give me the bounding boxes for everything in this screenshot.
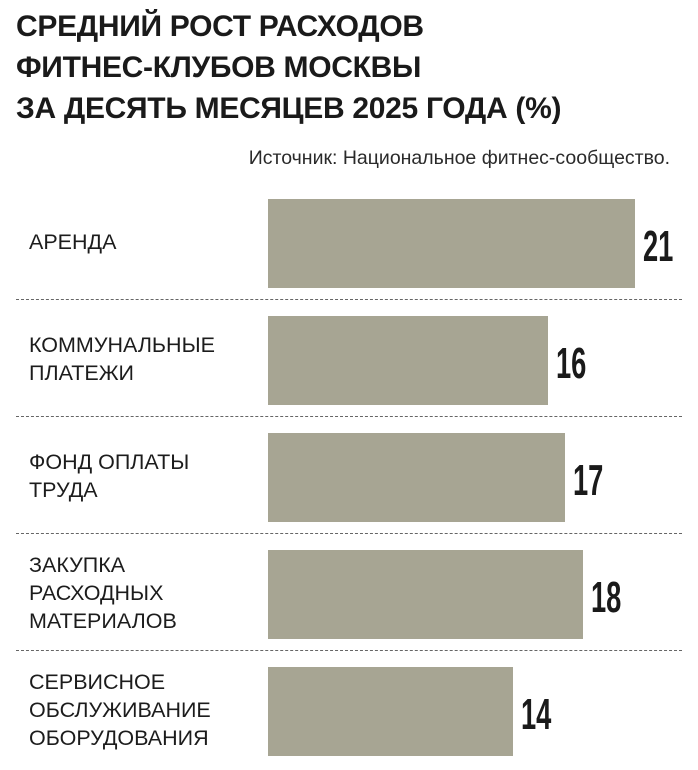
row-divider bbox=[16, 650, 682, 651]
chart-title: СРЕДНИЙ РОСТ РАСХОДОВ ФИТНЕС-КЛУБОВ МОСК… bbox=[16, 6, 561, 129]
category-label: КОММУНАЛЬНЫЕ ПЛАТЕЖИ bbox=[29, 332, 215, 385]
category-label: СЕРВИСНОЕ ОБСЛУЖИВАНИЕ ОБОРУДОВАНИЯ bbox=[29, 669, 211, 750]
bar-value-label: 16 bbox=[555, 338, 586, 388]
bar-value-label: 18 bbox=[590, 572, 621, 622]
chart-title-line-3: ЗА ДЕСЯТЬ МЕСЯЦЕВ 2025 ГОДА (%) bbox=[16, 92, 562, 125]
bar bbox=[268, 199, 635, 288]
bar-value-label: 14 bbox=[520, 689, 552, 739]
chart-title-line-2: ФИТНЕС-КЛУБОВ МОСКВЫ bbox=[16, 51, 422, 84]
chart-title-line-1: СРЕДНИЙ РОСТ РАСХОДОВ bbox=[16, 10, 424, 43]
source-note: Источник: Национальное фитнес-сообщество… bbox=[248, 147, 670, 169]
bar-value-label: 17 bbox=[573, 455, 604, 505]
row-divider bbox=[16, 416, 682, 417]
row-divider bbox=[16, 533, 682, 534]
bar-chart: АРЕНДА 21 КОММУНАЛЬНЫЕ ПЛАТЕЖИ 16 ФОНД ОПЛАТ… bbox=[0, 190, 698, 770]
bar bbox=[268, 667, 513, 756]
bar-value-label: 21 bbox=[643, 221, 674, 271]
bar bbox=[268, 550, 583, 639]
category-label: ФОНД ОПЛАТЫ ТРУДА bbox=[29, 449, 190, 502]
category-label: АРЕНДА bbox=[29, 229, 117, 254]
row-divider bbox=[16, 299, 682, 300]
bar bbox=[268, 316, 548, 405]
category-label: ЗАКУПКА РАСХОДНЫХ МАТЕРИАЛОВ bbox=[29, 552, 177, 633]
bar bbox=[268, 433, 566, 522]
